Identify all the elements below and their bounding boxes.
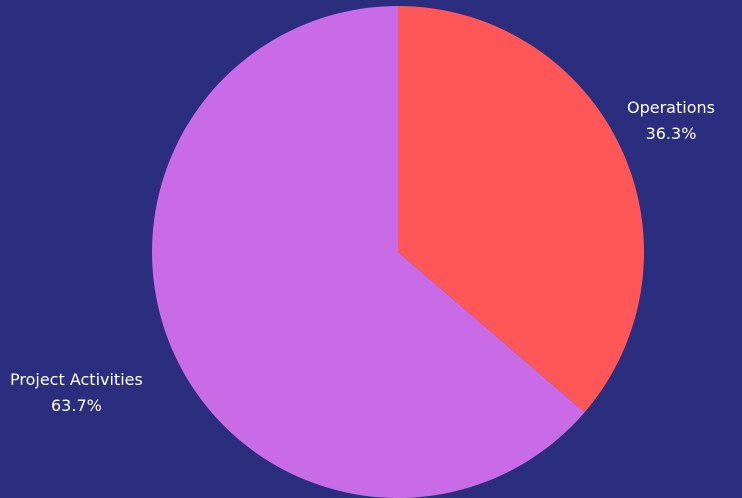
slice-name-project-activities: Project Activities: [10, 370, 143, 389]
slice-percent-project-activities: 63.7%: [51, 396, 102, 415]
pie-slice-project-activities: [152, 6, 585, 498]
slice-label-operations: Operations 36.3%: [627, 95, 715, 147]
slice-label-project-activities: Project Activities 63.7%: [10, 367, 143, 419]
pie-slice-operations: [398, 6, 644, 413]
pie-slices: [152, 6, 644, 498]
slice-name-operations: Operations: [627, 98, 715, 117]
slice-percent-operations: 36.3%: [645, 124, 697, 143]
